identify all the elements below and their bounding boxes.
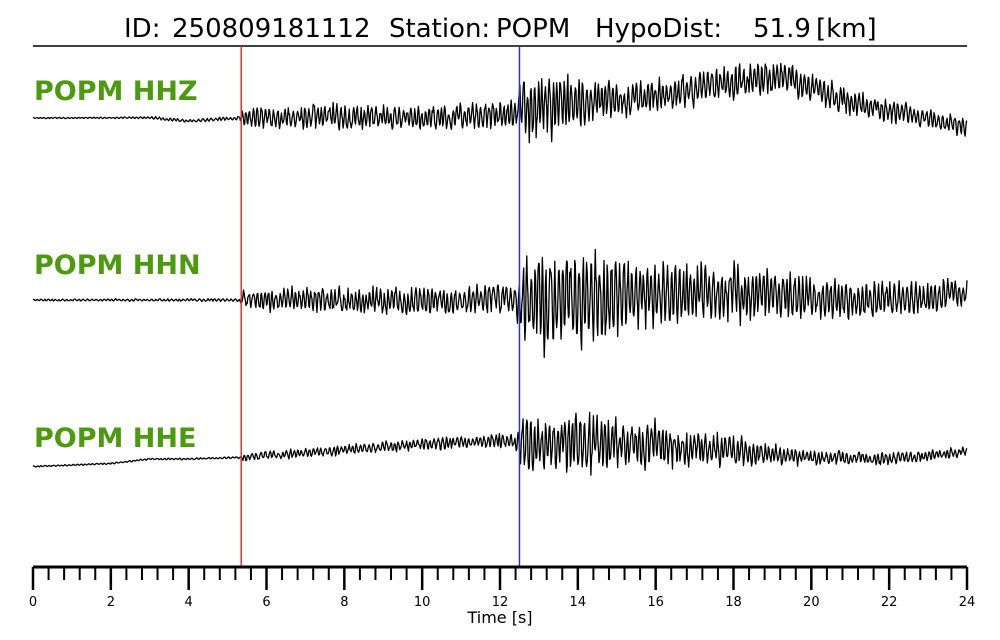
x-tick-label: 0 [29,595,37,610]
x-tick-label: 2 [107,595,115,610]
x-axis: 0 2 4 6 8 10 12 14 16 18 20 22 24 [29,565,976,610]
x-tick-label: 8 [340,595,348,610]
title-station-label: Station: [389,14,490,44]
x-tick-label: 12 [492,595,509,610]
x-tick-label: 22 [881,595,898,610]
x-tick-label: 24 [959,595,976,610]
phase-picks [240,46,521,567]
trace-labels: POPM HHZ POPM HHN POPM HHE [34,76,201,454]
trace-label-hhz: POPM HHZ [34,76,198,107]
x-tick-label: 10 [414,595,431,610]
x-tick-label: 4 [185,595,193,610]
title-hypodist-label: HypoDist: [595,14,722,44]
title-id-label: ID: [124,14,160,44]
trace-label-hhe: POPM HHE [34,423,196,454]
trace-line-hhe [32,411,968,476]
x-tick-label: 18 [725,595,742,610]
trace-label-hhn: POPM HHN [34,250,201,281]
x-axis-label: Time [s] [466,608,532,627]
x-tick-label: 20 [803,595,820,610]
x-tick-label: 16 [647,595,664,610]
x-tick-label: 6 [262,595,270,610]
title-hypodist-value: 51.9 [753,14,811,44]
chart-title: ID: 250809181112 Station: POPM HypoDist:… [124,14,877,44]
title-id-value: 250809181112 [172,14,371,44]
x-tick-label: 14 [570,595,587,610]
trace-line-hhn [32,248,968,359]
title-hypodist-unit: [km] [816,14,877,44]
waveform-traces [32,62,968,476]
title-station-value: POPM [496,14,570,44]
trace-line-hhz [32,62,968,144]
